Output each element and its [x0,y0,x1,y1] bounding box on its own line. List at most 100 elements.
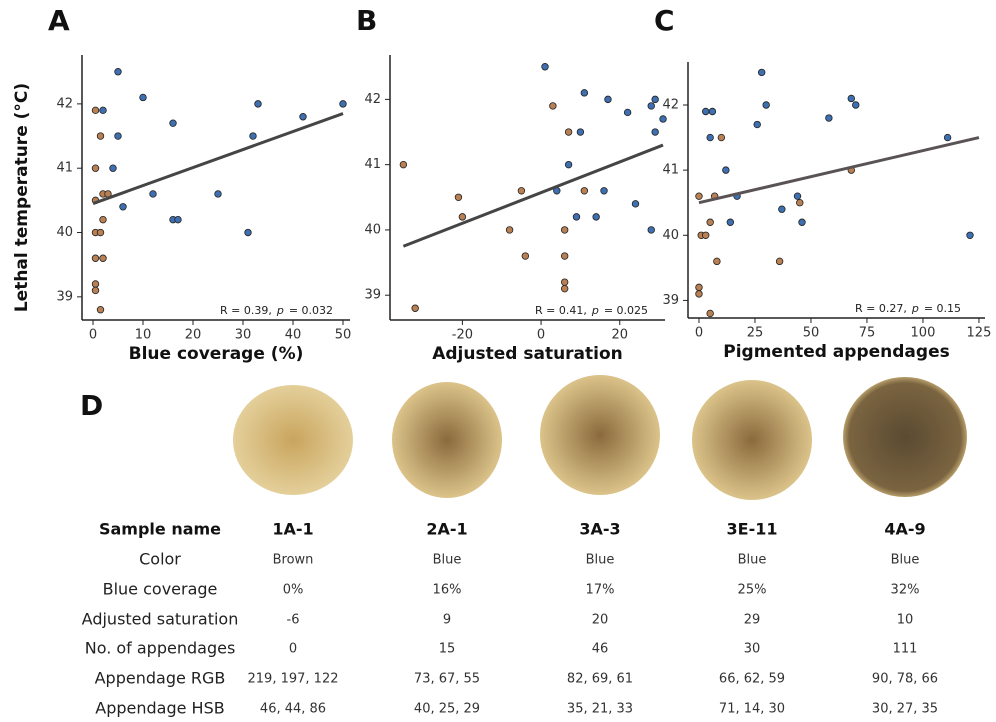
point [600,187,608,195]
annotation: R = 0.41, p = 0.025 [535,304,648,317]
point [119,203,127,211]
point [560,226,569,234]
annotation-part: R = 0.27, [855,302,907,315]
y-tick-label: 42 [364,92,381,107]
y-tick-label: 40 [662,228,679,243]
table-cell: -6 [287,613,300,628]
table-cell: 219, 197, 122 [248,672,339,687]
point [564,160,573,169]
point [560,284,569,293]
point [701,107,710,116]
point [966,231,974,239]
table-cell: 32% [891,583,920,598]
point [174,215,182,224]
table-cell: 111 [893,642,918,657]
fit-line [92,112,344,205]
x-tick-label: 25 [747,326,764,341]
point [149,190,157,198]
annotation-part: R = 0.39, [220,304,272,317]
point [560,252,569,260]
x-tick-label: 0 [537,328,545,343]
table-cell: 15 [439,642,456,657]
y-tick-label: 42 [662,97,679,112]
row-label: No. of appendages [85,639,236,658]
point [91,106,100,115]
table-cell: 16% [433,583,462,598]
point [825,114,833,122]
point [580,187,589,195]
point [560,278,569,286]
point [695,290,703,298]
point [793,192,802,200]
point [399,160,408,169]
point [564,128,573,136]
x-tick-label: 125 [967,326,992,341]
table-cell: 46 [592,642,609,657]
x-tick-label: 30 [235,328,252,343]
point [339,100,347,108]
x-tick-label: 50 [335,328,352,343]
table-cell: 30 [744,642,761,657]
point [708,107,717,116]
row-label: Appendage RGB [95,669,226,688]
point [713,257,721,266]
y-axis-title: Lethal temperature (°C) [12,83,32,312]
fit-line [402,143,664,248]
point [96,228,105,237]
sample-photo [233,385,353,495]
annotation-part: p [591,304,599,317]
point [96,306,105,314]
table-header: 1A-1 [272,520,313,539]
row-label: Adjusted saturation [82,610,239,629]
table-cell: Blue [891,553,920,568]
point [576,128,585,136]
table-cell: 29 [744,613,761,628]
point [517,187,526,195]
y-tick-label: 40 [364,222,381,237]
point [695,283,703,292]
point [778,205,786,213]
y-tick-label: 39 [364,288,381,303]
sample-photo [692,380,812,500]
point [91,254,100,262]
point [541,63,549,71]
point [96,132,105,140]
sample-photo [540,375,660,495]
point [169,119,177,127]
x-tick-label: 100 [911,326,936,341]
table-cell: 46, 44, 86 [260,702,326,717]
table-cell: 90, 78, 66 [872,672,938,687]
panel-label: D [80,389,103,422]
point [647,102,655,110]
point [717,133,726,142]
x-tick-label: -20 [452,328,473,343]
table-cell: 0 [289,642,297,657]
point [701,231,710,239]
point [722,166,730,174]
table-cell: 71, 14, 30 [719,702,785,717]
point [592,213,600,221]
table-cell: 30, 27, 35 [872,702,938,717]
table-cell: 9 [443,613,451,628]
point [659,115,667,123]
annotation-part: R = 0.41, [535,304,587,317]
point [706,133,714,142]
panel-label: B [356,4,377,37]
x-tick-label: 0 [695,326,703,341]
sample-photo [392,382,502,498]
y-tick-label: 41 [662,163,679,178]
annotation: R = 0.39, p = 0.032 [220,304,333,317]
point [726,218,735,226]
point [623,108,632,117]
x-axis-title: Blue coverage (%) [129,344,304,364]
point [254,100,262,108]
point [411,304,419,312]
point [114,132,122,140]
table-header: 2A-1 [426,520,467,539]
point [91,280,100,288]
point [521,252,530,260]
point [99,215,107,224]
table-cell: 25% [738,583,767,598]
point [91,286,100,295]
